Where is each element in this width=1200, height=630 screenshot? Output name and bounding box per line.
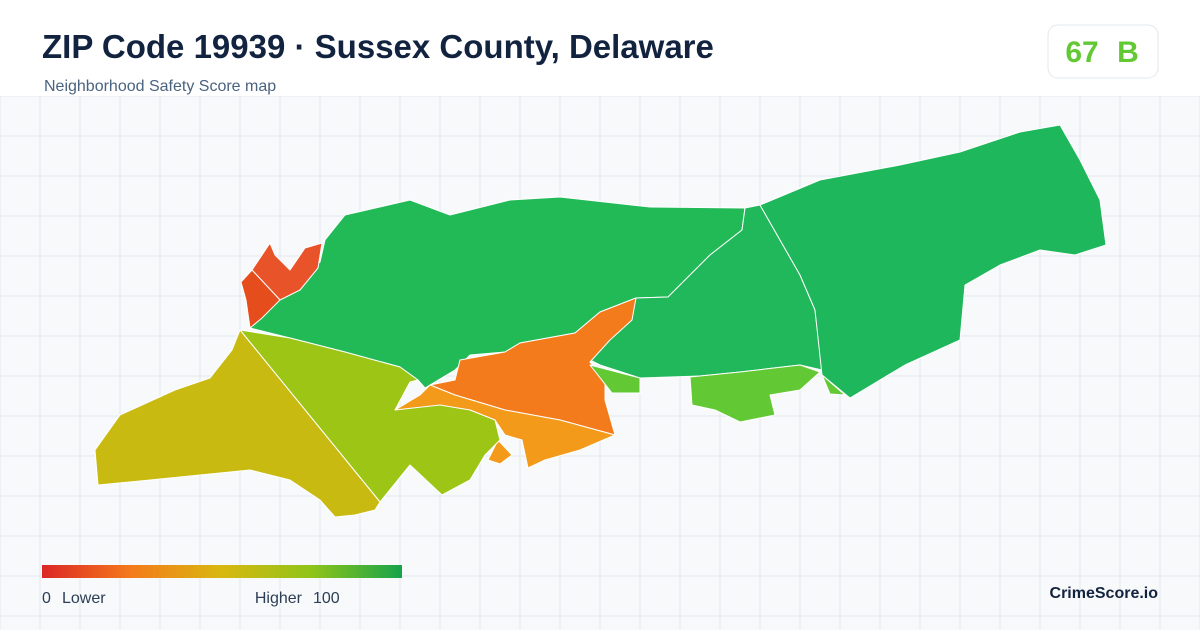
- legend-max-label: Higher: [255, 590, 303, 607]
- region: [251, 242, 323, 301]
- grade: B: [1117, 36, 1139, 69]
- region: [239, 329, 501, 503]
- legend-min: 0: [42, 590, 51, 607]
- subtitle: Neighborhood Safety Score map: [44, 78, 276, 95]
- region: [94, 329, 381, 518]
- brand: CrimeScore.io: [1050, 585, 1159, 602]
- region: [759, 124, 1107, 399]
- region: [589, 364, 641, 394]
- region: [821, 374, 846, 396]
- region: [394, 384, 616, 469]
- region: [240, 269, 281, 329]
- score-badge: [1047, 24, 1159, 79]
- map: [94, 124, 1107, 518]
- color-scale: [42, 565, 402, 578]
- score: 67: [1065, 36, 1098, 69]
- region: [487, 439, 513, 465]
- region: [689, 364, 821, 423]
- header-bg: [0, 0, 1200, 96]
- legend-min-label: Lower: [62, 590, 106, 607]
- legend-max: 100: [313, 590, 340, 607]
- title: ZIP Code 19939 · Sussex County, Delaware: [42, 28, 714, 65]
